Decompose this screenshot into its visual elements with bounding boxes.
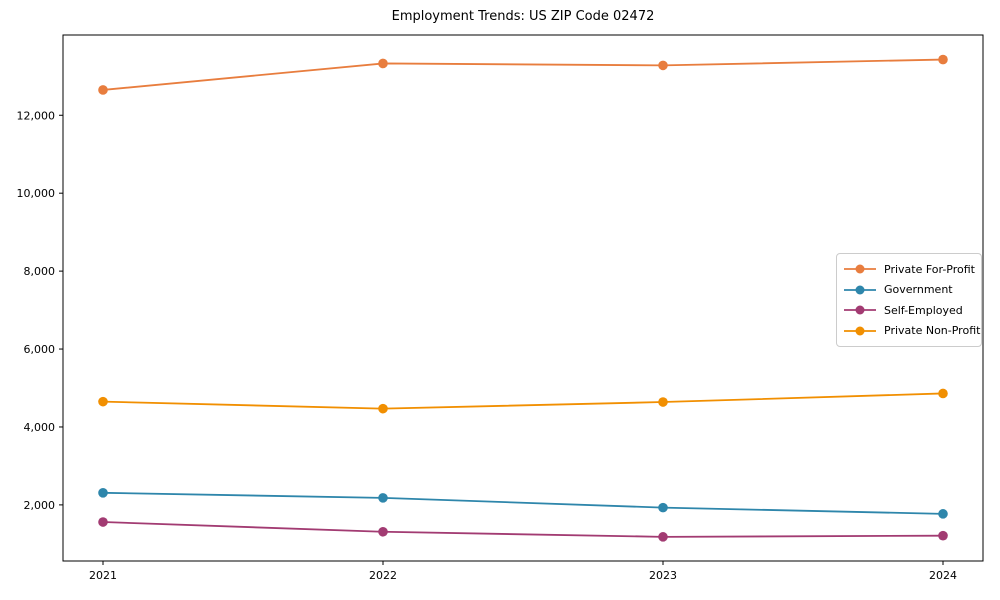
data-point <box>378 403 388 414</box>
data-point <box>378 493 388 503</box>
y-tick-label: 4,000 <box>24 421 56 434</box>
data-point <box>658 397 668 407</box>
data-point <box>378 58 388 69</box>
series-private-non-profit <box>98 388 948 414</box>
legend-line-marker-icon <box>844 305 876 315</box>
legend-item-private-non-profit: Private Non-Profit <box>844 321 980 342</box>
legend-line-marker-icon <box>844 285 876 295</box>
legend: Private For-Profit Government Self-Employe… <box>836 253 982 347</box>
series-private-for-profit <box>98 54 948 95</box>
data-point <box>938 54 948 65</box>
x-tick-label: 2023 <box>649 569 677 582</box>
y-tick-label: 8,000 <box>24 265 56 278</box>
y-tick-label: 10,000 <box>17 187 56 200</box>
data-point <box>98 85 108 95</box>
data-point <box>98 517 108 527</box>
data-point <box>658 502 668 513</box>
series-line <box>102 392 944 410</box>
data-point <box>378 526 388 537</box>
series-line <box>102 491 944 515</box>
legend-line-marker-icon <box>844 264 876 274</box>
plot-border <box>62 34 984 562</box>
legend-item-private-for-profit: Private For-Profit <box>844 259 975 280</box>
series-line <box>102 521 944 538</box>
series-self-employed <box>98 517 948 542</box>
chart-title: Employment Trends: US ZIP Code 02472 <box>391 9 655 24</box>
x-tick-label: 2021 <box>89 569 117 582</box>
data-point <box>938 509 948 519</box>
y-tick-label: 6,000 <box>24 343 56 356</box>
legend-label: Private Non-Profit <box>884 324 981 338</box>
legend-label: Self-Employed <box>884 303 963 317</box>
data-point <box>98 488 108 498</box>
series-government <box>98 488 948 519</box>
y-tick-label: 2,000 <box>24 499 56 512</box>
y-tick-label: 12,000 <box>17 109 56 122</box>
data-point <box>658 532 668 542</box>
data-point <box>938 530 948 541</box>
data-point <box>98 396 108 407</box>
data-point <box>938 388 948 399</box>
legend-line-marker-icon <box>844 326 876 336</box>
x-tick-label: 2022 <box>369 569 397 582</box>
legend-item-self-employed: Self-Employed <box>844 300 974 321</box>
legend-item-government: Government <box>844 280 974 301</box>
legend-label: Government <box>884 283 953 297</box>
x-tick-label: 2024 <box>929 569 957 582</box>
data-point <box>658 60 668 71</box>
legend-label: Private For-Profit <box>884 262 975 276</box>
series-line <box>102 58 944 91</box>
